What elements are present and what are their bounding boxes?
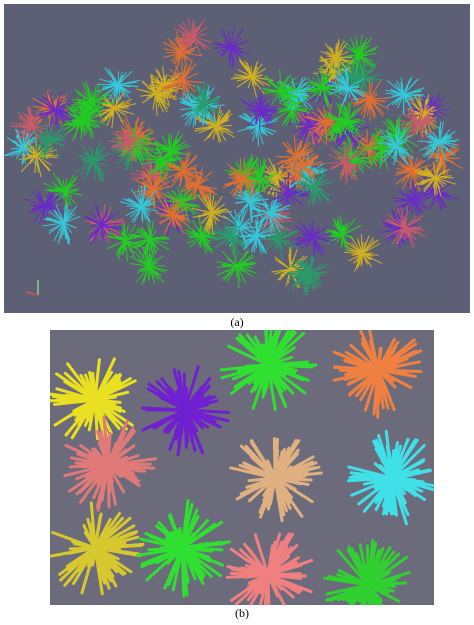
cluster [250,194,291,233]
cluster [232,181,270,223]
cluster [42,202,81,245]
cluster [414,156,457,197]
cluster [63,415,158,512]
cluster [346,429,434,526]
cluster [74,141,111,183]
panel-b-image [50,330,434,605]
cluster [190,81,222,121]
cluster [341,34,379,76]
cluster [239,216,276,255]
cluster [326,66,366,108]
cluster [262,69,303,113]
cluster [173,17,213,57]
cluster [23,189,66,225]
cluster [216,244,257,289]
cluster [323,539,411,605]
cluster [180,165,218,203]
cluster [50,357,137,447]
cluster [129,244,169,285]
axis-triad [25,280,39,296]
cluster [136,499,231,598]
panel-a-background [4,4,470,313]
cluster [222,158,260,199]
cluster [34,91,74,131]
cluster [95,91,137,129]
cluster [191,191,232,235]
cluster [219,330,318,412]
cluster [230,58,274,98]
cluster [60,100,101,141]
cluster [50,501,145,596]
cluster [344,234,383,272]
cluster [396,104,437,143]
cluster [241,89,279,131]
cluster [332,330,423,419]
cluster [417,121,460,163]
cluster [108,125,145,161]
cluster [194,106,235,143]
caption: (a) [230,315,243,329]
cluster [302,65,343,108]
cluster [318,39,354,78]
caption: (b) [235,606,249,620]
cluster [96,67,141,107]
cluster [323,102,359,142]
cluster [162,151,204,192]
cluster [225,532,314,605]
cluster [284,255,327,297]
cluster [323,215,362,252]
cluster [141,140,184,182]
cluster [229,437,323,523]
cluster [393,180,435,218]
cluster [291,220,335,260]
cluster [140,365,230,457]
cluster [162,60,205,102]
cluster [31,121,67,162]
cluster [84,204,122,245]
cluster [384,205,426,248]
cluster [384,76,426,116]
cluster [105,223,146,262]
cluster [212,26,250,69]
cluster [326,141,362,185]
cluster [120,184,159,224]
cluster [293,168,334,207]
panel-a-image [4,17,464,297]
cluster [209,216,253,257]
cluster [147,65,183,108]
cluster [128,220,170,258]
cluster [155,197,190,234]
cluster [377,124,414,166]
